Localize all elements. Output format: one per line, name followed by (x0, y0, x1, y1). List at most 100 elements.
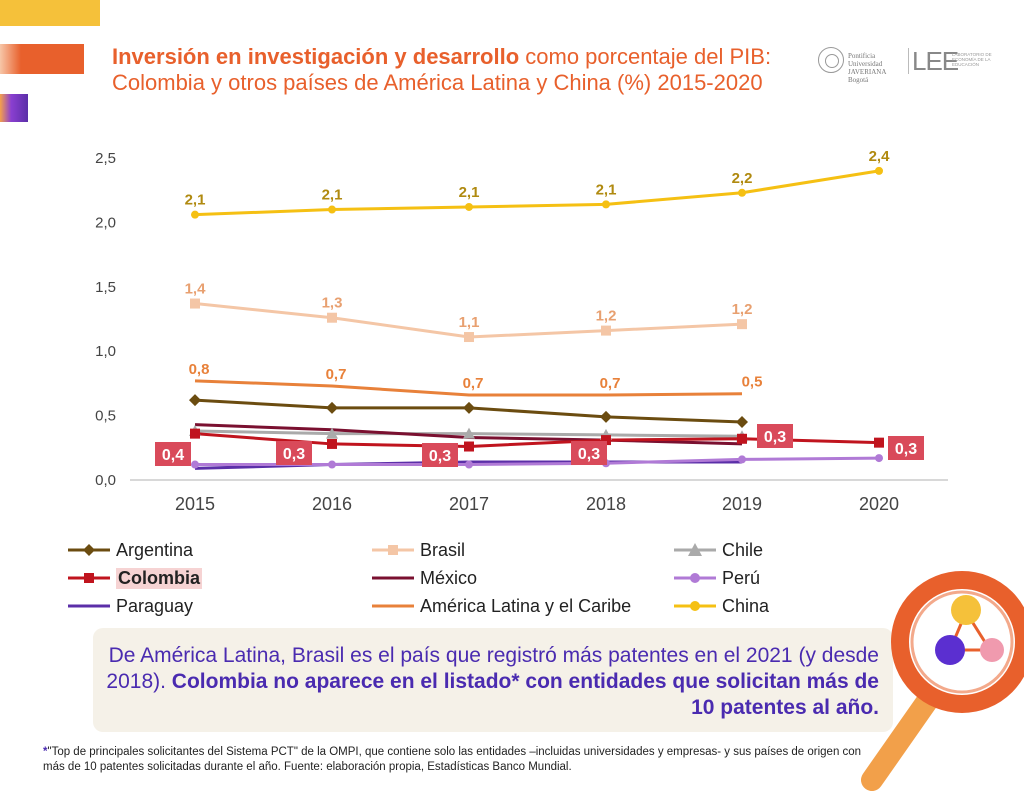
x-tick-label: 2017 (449, 494, 489, 514)
decor-stripe-yellow (0, 0, 100, 26)
highlight-text: De América Latina, Brasil es el país que… (93, 643, 879, 721)
data-label-colombia-bg (757, 424, 793, 448)
legend-item-perú: Perú (674, 566, 760, 590)
point-colombia (874, 437, 884, 448)
legend-item-chile: Chile (674, 538, 763, 562)
point-brasil (190, 298, 200, 309)
data-label-colombia: 0,3 (895, 441, 917, 458)
chart-title-rest: como porcentaje del PIB: Colombia y otro… (112, 44, 772, 95)
data-label-alc: 0,7 (326, 366, 347, 383)
chart-title-bold: Inversión en investigación y desarrollo (112, 44, 520, 69)
data-label-china: 2,1 (459, 184, 480, 201)
point-colombia (190, 428, 200, 439)
chart-axes: 0,0 0,5 1,0 1,5 2,0 2,5 2015 2016 2017 2018 2019 20… (95, 150, 948, 514)
legend-symbol (68, 544, 110, 556)
data-label-colombia: 0,3 (764, 429, 786, 446)
legend-label: China (722, 595, 770, 616)
y-tick-label: 2,0 (95, 214, 116, 231)
highlight-text-bold: Colombia no aparece en el listado* con e… (171, 670, 879, 719)
data-label-colombia: 0,3 (578, 446, 600, 463)
highlight-box: De América Latina, Brasil es el país que… (93, 628, 893, 732)
data-label-colombia: 0,3 (283, 446, 305, 463)
point-china (875, 166, 883, 175)
legend-item-méxico: México (372, 566, 477, 590)
legend-symbol (68, 604, 110, 608)
point-argentina (326, 401, 338, 414)
decor-stripe-orange (0, 44, 84, 74)
javeriana-crest-icon (818, 47, 844, 73)
x-tick-label: 2016 (312, 494, 352, 514)
legend-item-brasil: Brasil (372, 538, 465, 562)
x-tick-label: 2015 (175, 494, 215, 514)
data-label-colombia-bg (276, 441, 312, 465)
footnote-star: * (43, 746, 48, 758)
data-label-china: 2,2 (732, 170, 753, 187)
highlight-text-normal: De América Latina, Brasil es el país que… (106, 644, 879, 693)
footnote-text: "Top de principales solicitantes del Sis… (43, 746, 862, 773)
point-china (191, 210, 199, 219)
y-tick-label: 0,0 (95, 472, 116, 489)
legend-item-china: China (674, 594, 769, 618)
line-chart: 0,0 0,5 1,0 1,5 2,0 2,5 2015 2016 2017 2018 2019 20… (95, 148, 948, 514)
point-perú (738, 455, 746, 464)
logos: Pontificia Universidad JAVERIANA Bogotá … (818, 44, 998, 84)
legend-symbol (372, 604, 414, 608)
lee-logo-subtitle: LABORATORIO DE ECONOMÍA DE LA EDUCACIÓN (952, 52, 992, 67)
point-perú (875, 454, 883, 463)
point-colombia (737, 433, 747, 444)
legend-symbol (674, 543, 716, 556)
decor-stripe-purple (0, 94, 28, 122)
chart-data-labels: 2,1 2,1 2,1 2,1 2,2 2,4 1,4 1,3 1,1 1,2 1,2 0,8 0,7 0… (155, 148, 924, 467)
data-label-colombia-bg (422, 443, 458, 467)
point-chile (463, 427, 475, 439)
point-brasil (737, 319, 747, 330)
data-label-brasil: 1,3 (322, 295, 343, 312)
lee-logo: LEE (912, 46, 959, 76)
point-perú (465, 460, 473, 469)
chart-lines (194, 169, 880, 470)
y-tick-label: 1,0 (95, 343, 116, 360)
legend-item-américa-latina-y-el-caribe: América Latina y el Caribe (372, 594, 631, 618)
series-line-américa-latina-y-el-caribe (194, 379, 743, 397)
legend-label: América Latina y el Caribe (420, 595, 632, 616)
data-label-colombia: 0,3 (429, 448, 451, 465)
javeriana-line3: Bogotá (848, 76, 869, 84)
x-tick-label: 2020 (859, 494, 899, 514)
data-label-china: 2,4 (869, 148, 891, 165)
point-perú (328, 460, 336, 469)
legend-symbol (674, 601, 716, 611)
point-chile (326, 427, 338, 439)
point-brasil (327, 312, 337, 323)
data-label-china: 2,1 (596, 181, 617, 198)
y-tick-label: 1,5 (95, 279, 116, 296)
x-tick-label: 2019 (722, 494, 762, 514)
data-label-alc: 0,5 (742, 374, 763, 391)
series-line-china (194, 169, 880, 217)
legend-label: Colombia (116, 567, 203, 589)
point-argentina (463, 401, 475, 414)
legend-item-colombia: Colombia (68, 566, 203, 590)
legend-symbol (372, 576, 414, 580)
data-label-china: 2,1 (322, 187, 343, 204)
data-label-brasil: 1,2 (596, 308, 617, 325)
data-label-brasil: 1,1 (459, 314, 480, 331)
legend-symbol (674, 573, 716, 583)
legend-label: Argentina (116, 539, 194, 560)
point-colombia (327, 438, 337, 449)
data-label-alc: 0,7 (463, 375, 484, 392)
data-label-colombia-bg (888, 436, 924, 460)
data-label-colombia-bg (155, 442, 191, 466)
legend-label: México (420, 567, 478, 588)
data-label-alc: 0,8 (189, 361, 210, 378)
logo-divider (908, 48, 909, 74)
point-colombia (464, 441, 474, 452)
x-tick-label: 2018 (586, 494, 626, 514)
legend-symbol (68, 573, 110, 583)
legend-label: Paraguay (116, 595, 194, 616)
data-label-colombia: 0,4 (162, 447, 184, 464)
point-brasil (601, 325, 611, 336)
point-china (738, 188, 746, 197)
legend-item-argentina: Argentina (68, 538, 193, 562)
point-colombia (601, 435, 611, 446)
legend-label: Perú (722, 567, 761, 588)
